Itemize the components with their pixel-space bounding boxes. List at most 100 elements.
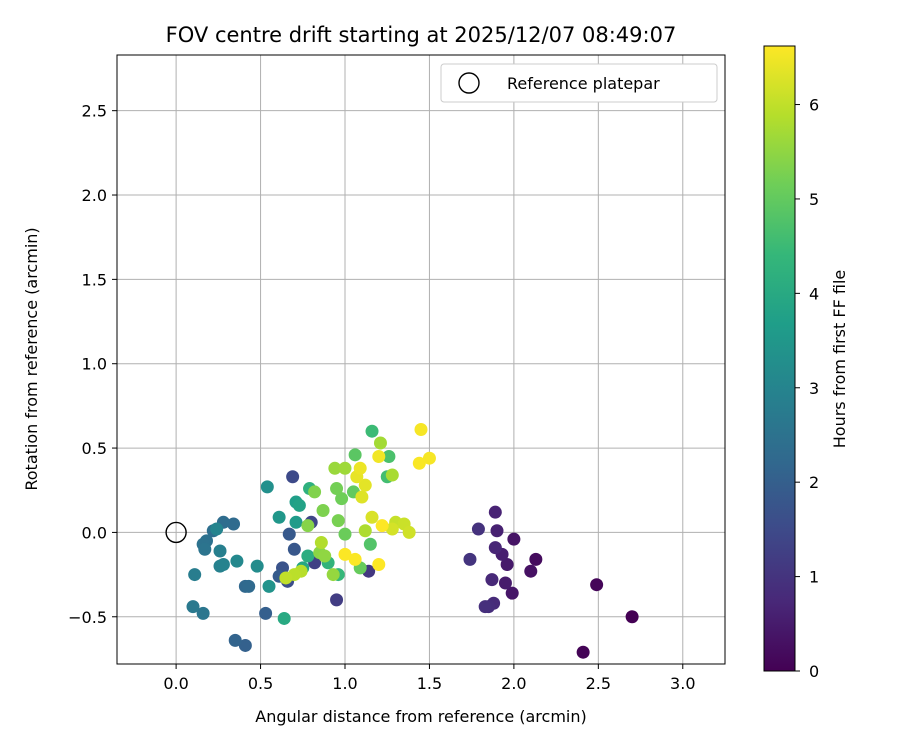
data-point — [590, 578, 604, 592]
x-axis-label: Angular distance from reference (arcmin) — [255, 707, 586, 726]
data-point — [286, 470, 300, 484]
legend: Reference platepar — [440, 63, 718, 103]
data-point — [330, 593, 344, 607]
colorbar-label: Hours from first FF file — [830, 270, 849, 449]
x-tick-label: 0.5 — [248, 674, 273, 693]
legend-entry-reference-platepar: Reference platepar — [507, 74, 660, 93]
data-point — [505, 586, 519, 600]
data-point — [412, 456, 426, 470]
y-tick-label: 1.5 — [82, 270, 107, 289]
data-point — [228, 633, 242, 647]
data-point — [292, 498, 306, 512]
data-point — [318, 549, 332, 563]
data-point — [287, 542, 301, 556]
data-point — [402, 525, 416, 539]
data-point — [289, 515, 303, 529]
y-tick-label: −0.5 — [68, 608, 107, 627]
x-tick-label: 3.0 — [670, 674, 695, 693]
data-point — [335, 492, 349, 506]
legend-marker-circle — [458, 72, 480, 94]
data-point — [338, 527, 352, 541]
data-point — [210, 522, 224, 536]
data-point — [198, 542, 212, 556]
y-tick-label: 0.5 — [82, 439, 107, 458]
data-point — [529, 552, 543, 566]
colorbar-tick-label: 3 — [809, 379, 819, 398]
data-point — [353, 461, 367, 475]
data-point — [186, 600, 200, 614]
y-axis-ticks: −0.5 0.0 0.5 1.0 1.5 2.0 2.5 — [68, 102, 117, 627]
data-point — [260, 480, 274, 494]
data-point — [524, 564, 538, 578]
data-point — [188, 568, 202, 582]
data-point — [282, 527, 296, 541]
data-point — [498, 576, 512, 590]
y-tick-label: 0.0 — [82, 523, 107, 542]
data-point — [348, 448, 362, 462]
data-point — [385, 522, 399, 536]
data-point — [314, 536, 328, 550]
y-tick-label: 2.5 — [82, 102, 107, 121]
chart-title: FOV centre drift starting at 2025/12/07 … — [166, 23, 677, 47]
reference-platepar-marker — [165, 521, 187, 544]
colorbar-tick-label: 0 — [809, 662, 819, 681]
colorbar-tick-label: 6 — [809, 96, 819, 115]
data-point — [372, 557, 386, 571]
data-point — [625, 610, 639, 624]
data-point — [490, 524, 504, 538]
data-point — [316, 503, 330, 517]
data-point — [463, 552, 477, 566]
data-point — [272, 510, 286, 524]
data-point — [348, 552, 362, 566]
data-point — [259, 606, 273, 620]
data-point — [308, 485, 322, 499]
colorbar — [763, 45, 796, 672]
colorbar-tick-label: 2 — [809, 473, 819, 492]
data-point — [330, 482, 344, 496]
data-point — [478, 600, 492, 614]
data-point — [358, 478, 372, 492]
data-point — [216, 557, 230, 571]
data-point — [355, 490, 369, 504]
data-point — [422, 451, 436, 465]
plot-frame — [116, 54, 726, 665]
colorbar-tick-label: 5 — [809, 190, 819, 209]
data-point — [213, 544, 227, 558]
data-point — [196, 606, 210, 620]
colorbar-tick-label: 1 — [809, 568, 819, 587]
y-axis-label: Rotation from reference (arcmin) — [22, 227, 41, 490]
y-tick-label: 2.0 — [82, 186, 107, 205]
data-point — [328, 461, 342, 475]
data-point — [488, 505, 502, 519]
data-point — [365, 510, 379, 524]
data-point — [373, 436, 387, 450]
data-point — [365, 424, 379, 438]
x-tick-label: 0.0 — [163, 674, 188, 693]
data-point — [326, 568, 340, 582]
reference-marker-layer — [165, 521, 187, 544]
data-point — [301, 519, 315, 533]
data-point — [382, 450, 396, 464]
data-point — [338, 547, 352, 561]
data-point — [471, 522, 485, 536]
data-point — [375, 519, 389, 533]
data-point — [262, 579, 276, 593]
data-point — [372, 450, 386, 464]
data-point — [507, 532, 521, 546]
data-point — [277, 611, 291, 625]
data-point — [242, 579, 256, 593]
data-point — [301, 549, 315, 563]
colorbar-tick-label: 4 — [809, 284, 819, 303]
x-tick-label: 2.0 — [501, 674, 526, 693]
data-point — [358, 524, 372, 538]
legend-box — [440, 63, 718, 103]
grid-lines — [117, 55, 725, 664]
data-point — [414, 423, 428, 437]
data-point — [485, 573, 499, 587]
data-point — [331, 514, 345, 528]
x-axis-ticks: 0.0 0.5 1.0 1.5 2.0 2.5 3.0 — [163, 664, 696, 693]
data-point — [238, 638, 252, 652]
data-point — [488, 541, 502, 555]
data-point — [250, 559, 264, 573]
